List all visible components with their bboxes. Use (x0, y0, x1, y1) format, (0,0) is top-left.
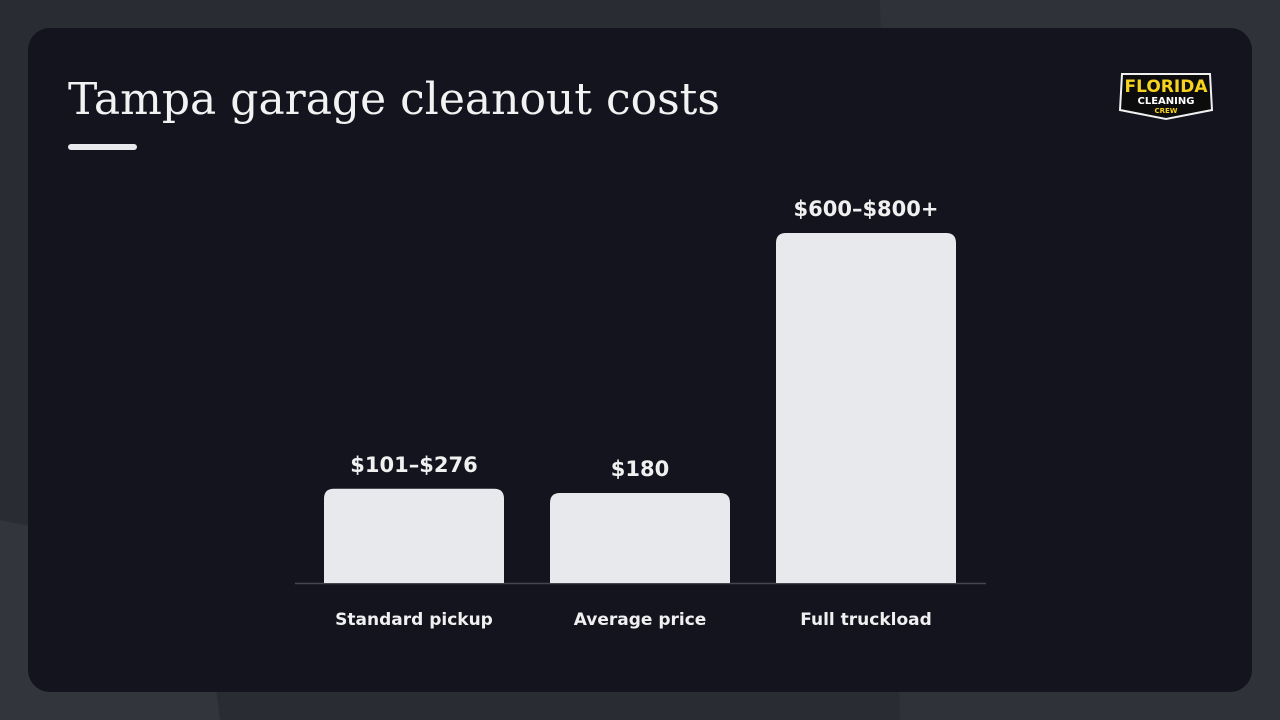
bar (324, 488, 504, 583)
bar (550, 493, 730, 583)
value-label: $101–$276 (350, 453, 477, 477)
bar (776, 233, 956, 583)
card (28, 28, 1252, 692)
chart-title: Tampa garage cleanout costs (68, 74, 720, 125)
x-tick-label: Standard pickup (335, 610, 493, 630)
value-label: $180 (611, 457, 669, 481)
x-tick-label: Full truckload (800, 610, 932, 630)
logo-text: CREW (1154, 107, 1177, 115)
x-tick-label: Average price (574, 610, 707, 630)
logo: FLORIDA CLEANING CREW (1118, 73, 1214, 121)
logo-text: FLORIDA (1125, 77, 1209, 97)
title-underline (68, 144, 137, 150)
logo-badge (1118, 73, 1214, 121)
value-label: $600–$800+ (794, 197, 939, 221)
logo-text: CLEANING (1138, 96, 1195, 107)
